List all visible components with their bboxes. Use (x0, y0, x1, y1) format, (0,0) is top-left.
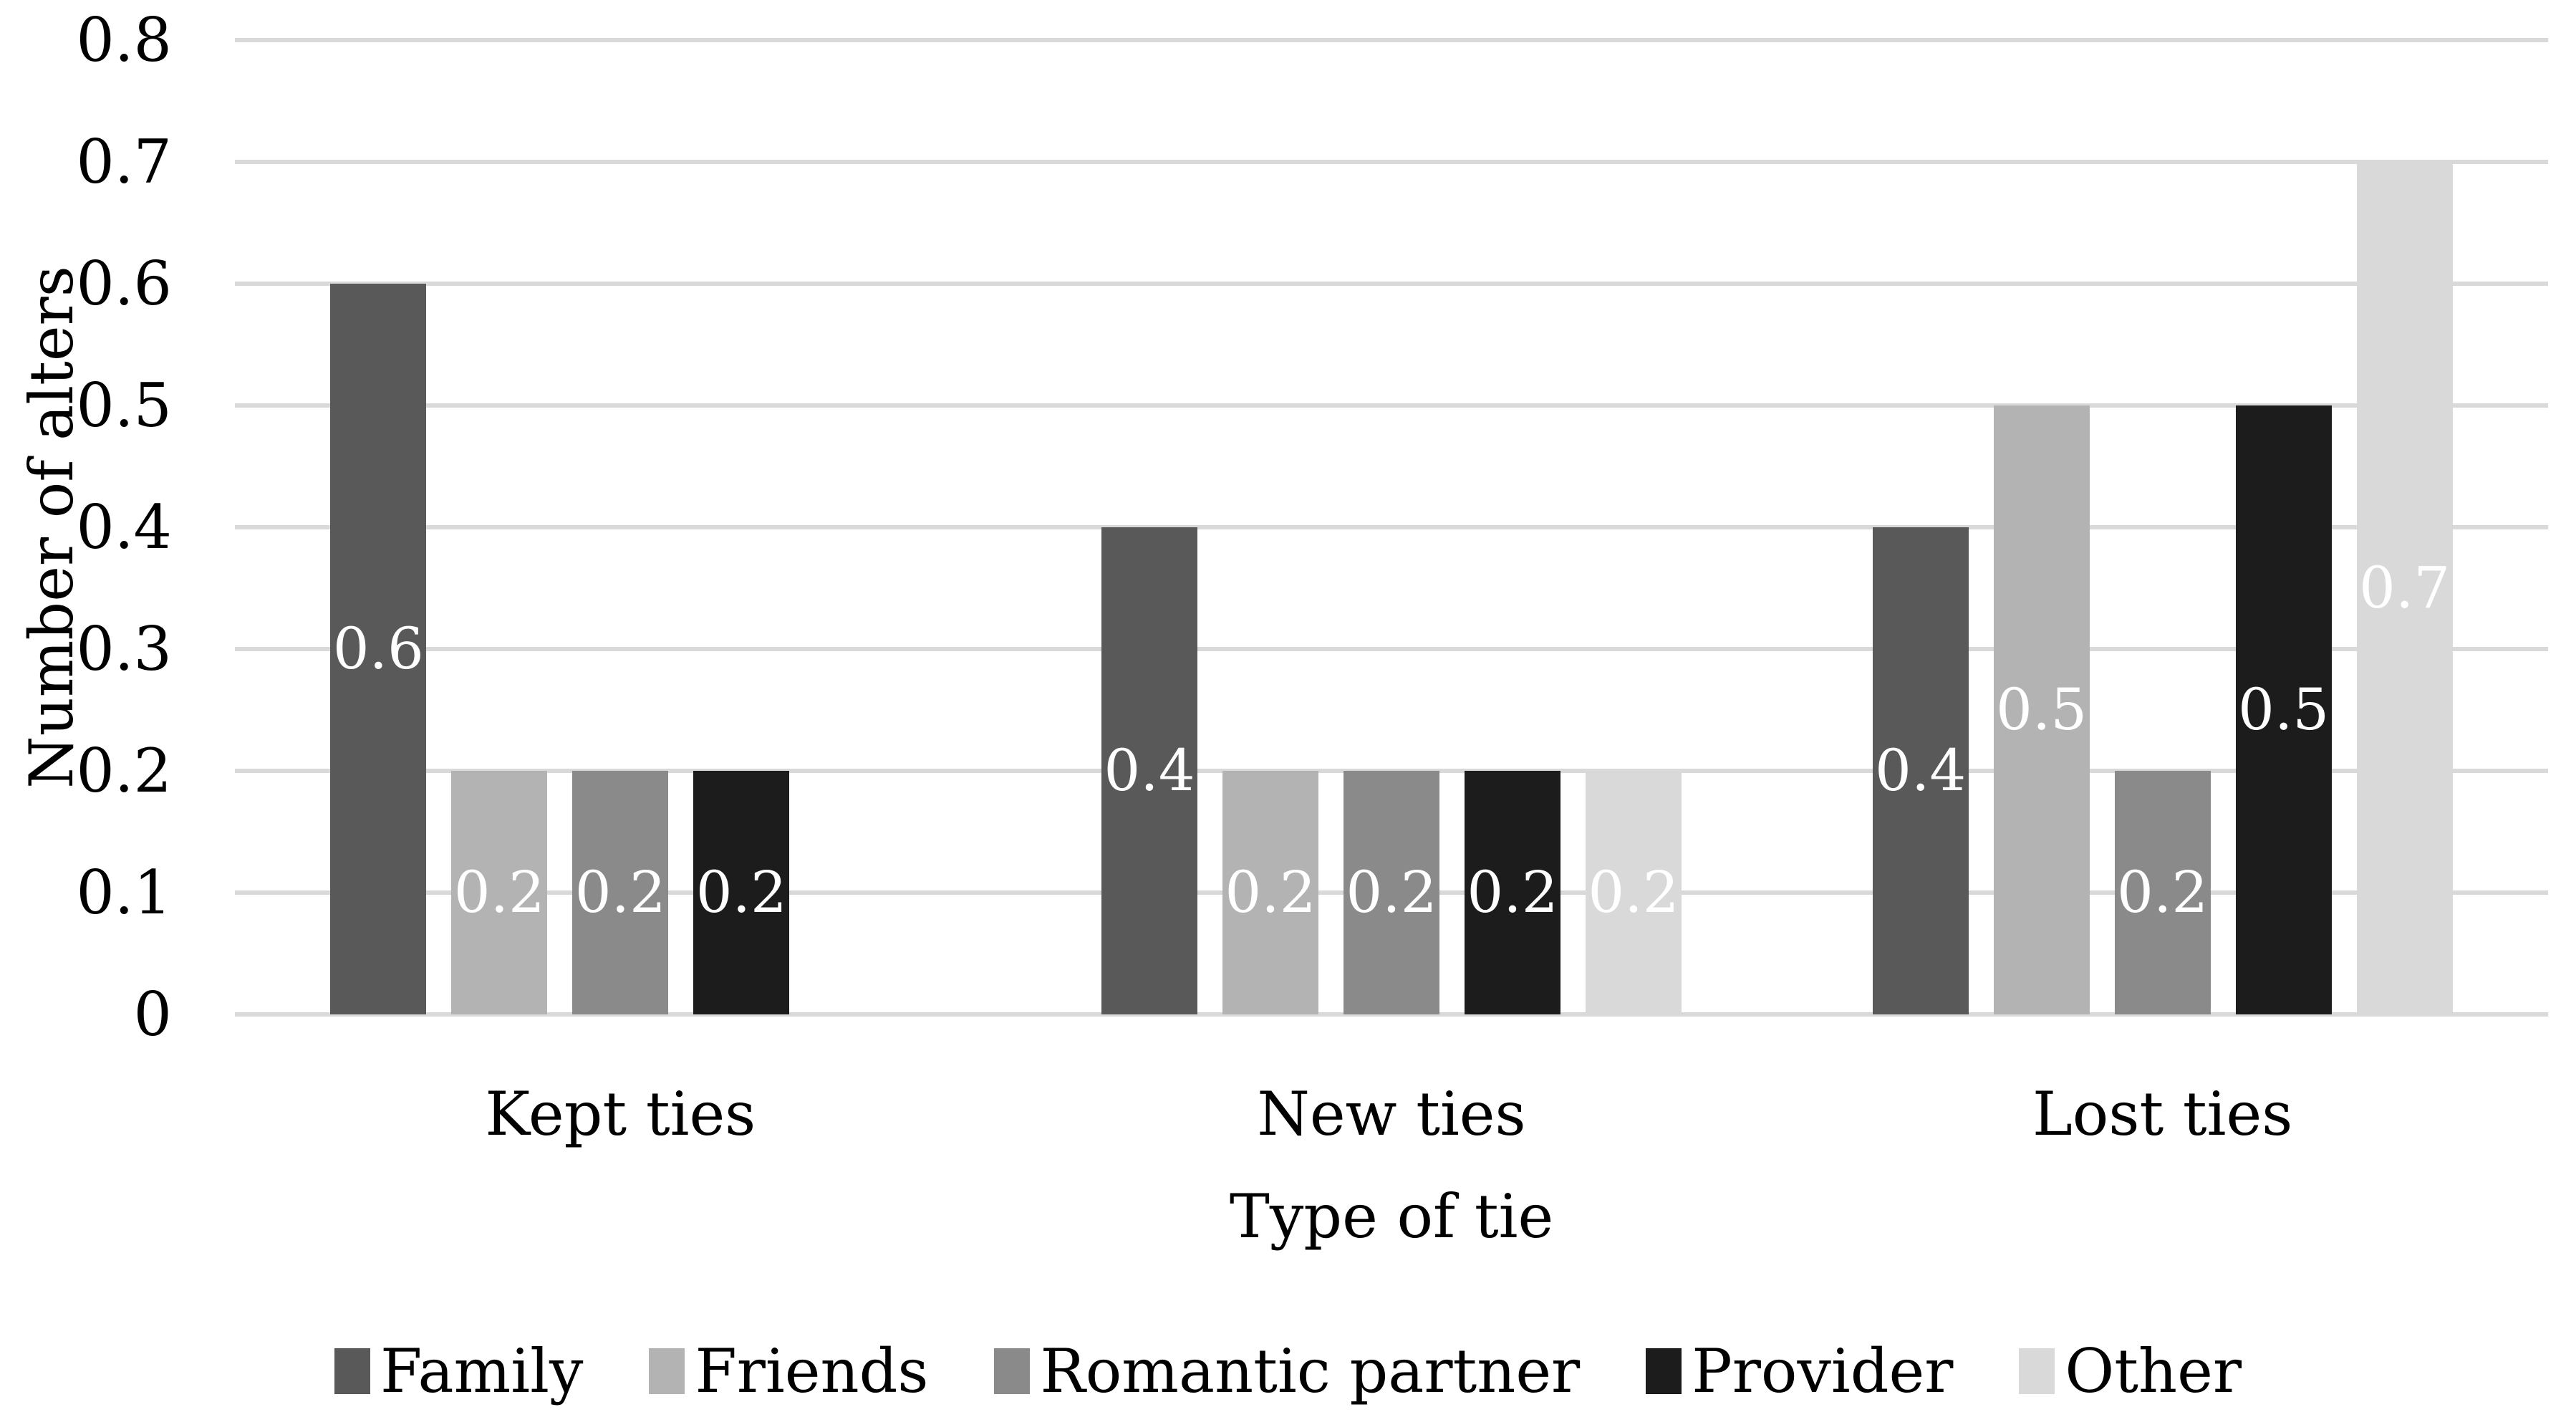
bar-provider-lost-ties: 0.5 (2235, 405, 2332, 1014)
x-category-label-kept-ties: Kept ties (485, 1079, 756, 1149)
y-tick-label-0.6: 0.6 (76, 249, 172, 319)
bar-other-new-ties: 0.2 (1586, 771, 1682, 1014)
bar-family-kept-ties: 0.6 (330, 284, 427, 1014)
gridline-0.6 (235, 282, 2548, 286)
bar-romantic-partner-lost-ties: 0.2 (2114, 771, 2211, 1014)
bar-other-lost-ties: 0.7 (2356, 162, 2453, 1014)
legend: Family Friends Romantic partner Provider Oth… (0, 1341, 2576, 1401)
legend-swatch-icon (994, 1348, 1031, 1394)
y-tick-label-0: 0 (133, 979, 172, 1050)
legend-label: Provider (1692, 1336, 1954, 1406)
bar-provider-kept-ties: 0.2 (693, 771, 790, 1014)
bar-friends-kept-ties: 0.2 (451, 771, 548, 1014)
y-tick-label-0.3: 0.3 (76, 614, 172, 684)
bar-value-label: 0.6 (332, 615, 424, 682)
bar-value-label: 0.2 (1588, 859, 1679, 926)
y-tick-label-0.5: 0.5 (76, 370, 172, 441)
bar-value-label: 0.2 (574, 859, 666, 926)
legend-item-other: Other (2019, 1341, 2242, 1401)
bar-value-label: 0.2 (1346, 859, 1437, 926)
y-axis-tick-labels: 0 0.1 0.2 0.3 0.4 0.5 0.6 0.7 0.8 (0, 10, 172, 1044)
gridline-0.4 (235, 525, 2548, 529)
y-tick-label-0.8: 0.8 (76, 5, 172, 75)
x-axis-title: Type of tie (1229, 1181, 1554, 1252)
legend-item-family: Family (334, 1336, 584, 1406)
y-tick-label-0.7: 0.7 (76, 127, 172, 197)
bar-group-new-ties: 0.4 0.2 0.2 0.2 0.2 (1006, 40, 1777, 1014)
bar-family-lost-ties: 0.4 (1872, 527, 1969, 1014)
legend-swatch-icon (2019, 1348, 2055, 1394)
bar-value-label: 0.2 (695, 859, 787, 926)
legend-item-romantic-partner: Romantic partner (994, 1341, 1580, 1401)
legend-swatch-icon (649, 1348, 685, 1394)
legend-label: Other (2065, 1336, 2242, 1406)
x-category-label-new-ties: New ties (1257, 1079, 1526, 1149)
x-axis-category-labels: Kept ties New ties Lost ties (235, 1078, 2548, 1151)
bar-value-label: 0.2 (1225, 859, 1316, 926)
plot-area: 0.6 0.2 0.2 0.2 0.4 0.2 0.2 0.2 0.2 0.4 0.5 0.2 0.5 0… (235, 38, 2548, 1017)
bar-value-label: 0.2 (1467, 859, 1558, 926)
gridline-0.3 (235, 647, 2548, 651)
y-tick-label-0.4: 0.4 (76, 492, 172, 562)
bar-group-kept-ties: 0.6 0.2 0.2 0.2 (235, 40, 1006, 1014)
legend-swatch-icon (1646, 1348, 1682, 1394)
gridline-0.7 (235, 160, 2548, 164)
gridline-0.8 (235, 38, 2548, 42)
bar-provider-new-ties: 0.2 (1465, 771, 1560, 1014)
bar-value-label: 0.2 (2117, 859, 2209, 926)
bar-family-new-ties: 0.4 (1101, 527, 1197, 1014)
bar-friends-lost-ties: 0.5 (1993, 405, 2090, 1014)
legend-label: Family (380, 1336, 584, 1406)
legend-swatch-icon (334, 1348, 370, 1394)
gridline-0.5 (235, 403, 2548, 408)
legend-item-friends: Friends (649, 1341, 928, 1401)
bar-groups: 0.6 0.2 0.2 0.2 0.4 0.2 0.2 0.2 0.2 0.4 0.5 0.2 0.5 0… (235, 40, 2548, 1014)
bar-value-label: 0.2 (453, 859, 545, 926)
bar-group-lost-ties: 0.4 0.5 0.2 0.5 0.7 (1777, 40, 2548, 1014)
x-axis-line (235, 1012, 2548, 1017)
bar-value-label: 0.5 (1996, 676, 2088, 743)
legend-item-provider: Provider (1646, 1341, 1953, 1401)
bar-value-label: 0.7 (2359, 554, 2451, 621)
bar-romantic-partner-new-ties: 0.2 (1344, 771, 1439, 1014)
x-category-label-lost-ties: Lost ties (2032, 1079, 2293, 1149)
y-tick-label-0.2: 0.2 (76, 736, 172, 806)
bar-romantic-partner-kept-ties: 0.2 (572, 771, 669, 1014)
legend-label: Friends (695, 1336, 929, 1406)
bar-value-label: 0.5 (2238, 676, 2330, 743)
bar-friends-new-ties: 0.2 (1222, 771, 1318, 1014)
bar-value-label: 0.4 (1875, 737, 1967, 804)
bar-value-label: 0.4 (1104, 737, 1195, 804)
legend-label: Romantic partner (1040, 1336, 1581, 1406)
y-tick-label-0.1: 0.1 (76, 858, 172, 928)
